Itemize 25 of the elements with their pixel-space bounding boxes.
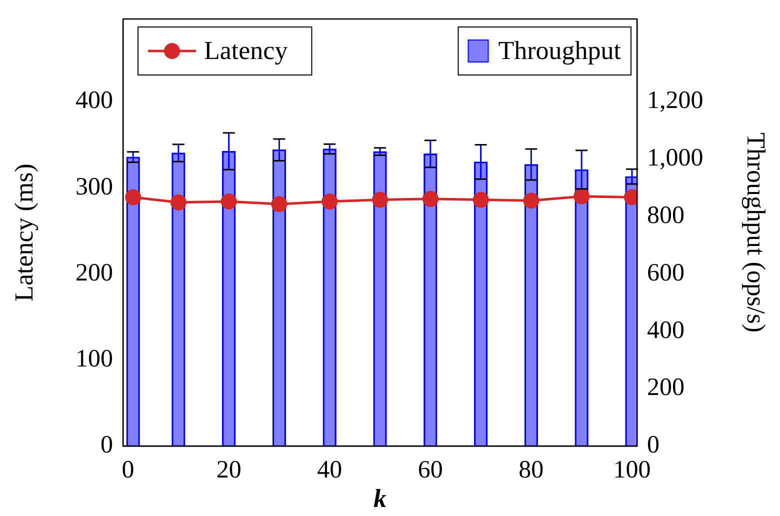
bar (322, 148, 336, 446)
x-axis-title: k (374, 484, 386, 514)
bar (126, 156, 140, 446)
y-tick-label: 400 (76, 87, 113, 114)
x-tick-label: 80 (518, 456, 544, 484)
y-tick-label: 300 (76, 173, 113, 200)
x-tick-label: 100 (613, 456, 651, 484)
x-tick-label: 40 (317, 456, 342, 484)
y2-tick-label: 0 (647, 432, 660, 459)
y2-axis-title: Throughput (ops/s) (742, 132, 771, 333)
legend-label: Latency (204, 36, 288, 65)
y2-tick-label: 400 (647, 316, 684, 344)
y-tick-label: 200 (76, 259, 113, 286)
y-tick-label: 100 (76, 345, 113, 372)
x-tick-label: 0 (122, 456, 134, 484)
y2-tick-label: 1,000 (647, 144, 704, 172)
y-tick-label: 0 (100, 432, 113, 459)
y-axis-title: Latency (ms) (9, 164, 38, 302)
x-tick-label: 60 (418, 456, 443, 484)
y2-tick-label: 600 (647, 259, 684, 286)
y2-tick-label: 800 (647, 202, 684, 229)
x-tick-label: 20 (216, 456, 242, 484)
legend-label: Throughput (498, 36, 622, 65)
y2-tick-label: 200 (647, 374, 684, 402)
y2-tick-label: 1,200 (647, 87, 704, 114)
